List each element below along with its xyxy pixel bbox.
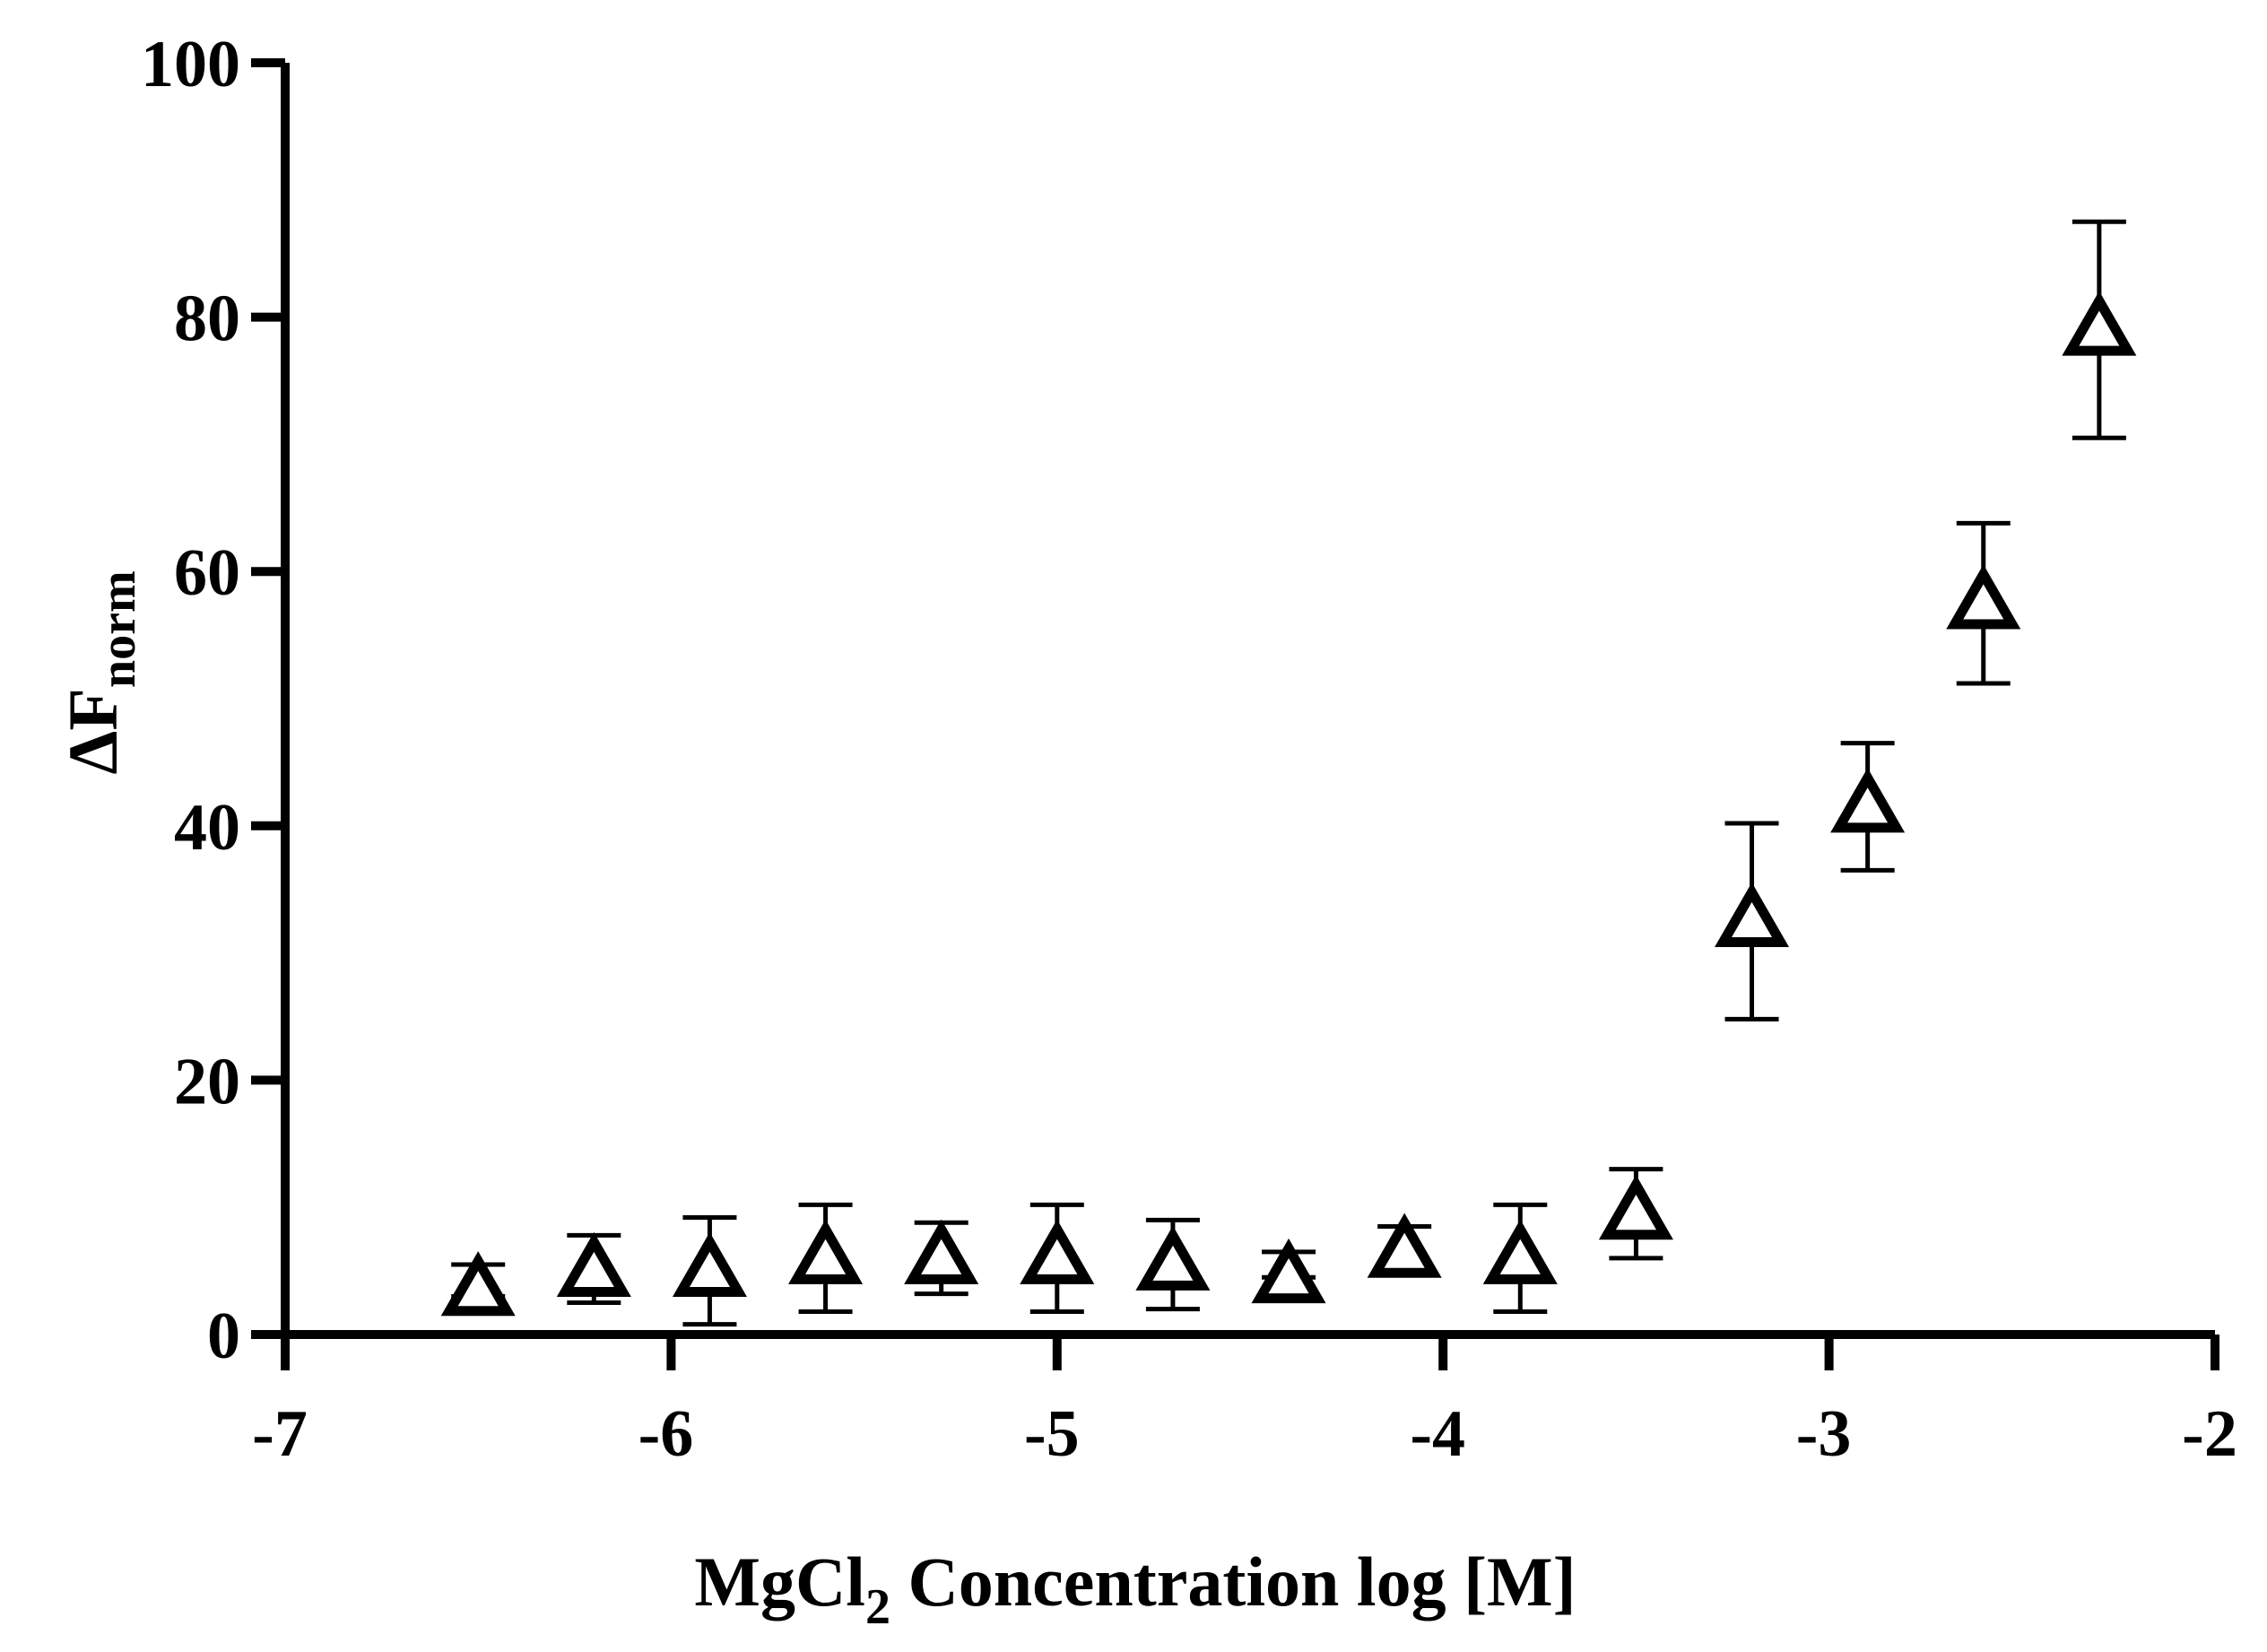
data-point [2062, 291, 2137, 356]
data-point [1367, 1213, 1442, 1278]
x-tick-label: -6 [638, 1397, 694, 1471]
y-axis: 0 20 40 60 80 100 [141, 28, 290, 1373]
y-tick-label: 40 [174, 791, 240, 865]
data-point [1830, 768, 1906, 833]
data-point [1251, 1238, 1326, 1304]
data-point [1715, 882, 1790, 948]
x-tick-label: -7 [252, 1397, 308, 1471]
x-tick-label: -5 [1024, 1397, 1080, 1471]
data-point [1946, 564, 2021, 630]
data-point [1020, 1219, 1095, 1284]
x-axis-title: MgCl2 Concentration log [M] [694, 1543, 1576, 1635]
data-point [1482, 1219, 1558, 1284]
y-axis-title: ΔFnorm [54, 570, 146, 774]
data-point [1135, 1225, 1211, 1291]
data-point [904, 1219, 979, 1284]
data-point [556, 1231, 631, 1297]
data-point [788, 1219, 864, 1284]
data-points [440, 291, 2137, 1317]
y-tick-label: 20 [174, 1045, 240, 1118]
x-tick-label: -4 [1410, 1397, 1465, 1471]
y-tick-label: 80 [174, 283, 240, 356]
y-tick-label: 100 [141, 28, 240, 101]
y-tick-label: 0 [207, 1300, 240, 1373]
data-point [440, 1251, 516, 1317]
data-point [1598, 1175, 1673, 1240]
x-tick-label: -2 [2182, 1397, 2237, 1471]
x-tick-label: -3 [1796, 1397, 1852, 1471]
data-point [672, 1231, 747, 1297]
y-tick-label: 60 [174, 536, 240, 610]
error-bars [451, 219, 2126, 1327]
x-axis: -7 -6 -5 -4 -3 -2 [252, 1330, 2237, 1471]
